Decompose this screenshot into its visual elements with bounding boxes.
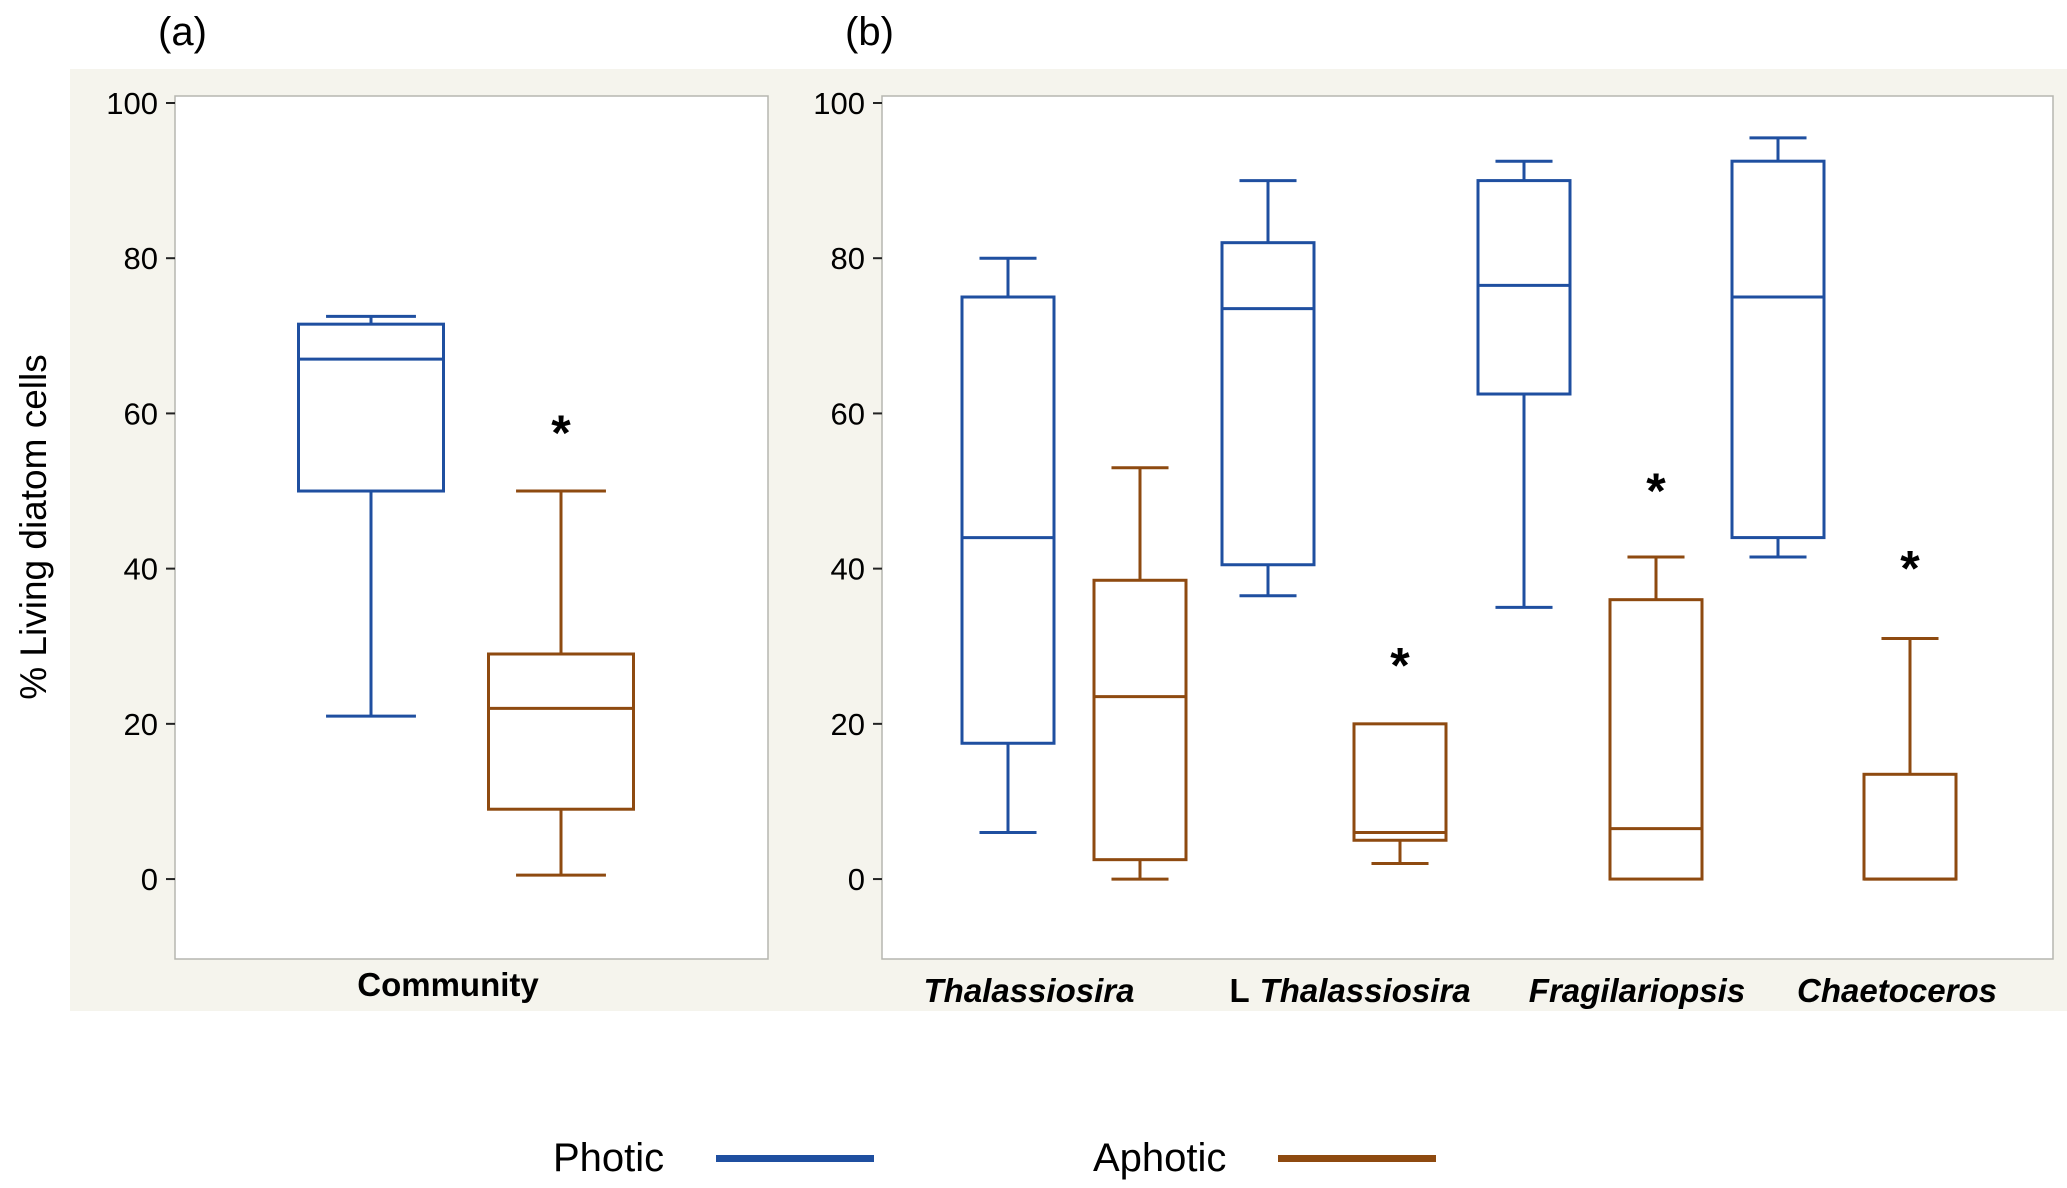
plot-frame xyxy=(174,95,769,960)
y-tick-label: 80 xyxy=(124,241,158,276)
box xyxy=(487,652,635,811)
box xyxy=(1092,578,1188,862)
legend-line-photic xyxy=(716,1154,875,1162)
category-label: Community xyxy=(357,966,539,1003)
boxplot-panel-a: 0 20 40 60 80 100 Community * xyxy=(106,86,769,1003)
box xyxy=(1730,159,1826,540)
panel-a-label: (a) xyxy=(158,10,207,54)
legend-label-photic: Photic xyxy=(553,1135,665,1180)
y-tick-label: 40 xyxy=(831,552,865,587)
legend-item-photic: Photic xyxy=(553,1128,875,1188)
significance-star: * xyxy=(551,405,571,461)
legend-item-aphotic: Aphotic xyxy=(1093,1128,1437,1188)
plot-frame xyxy=(881,95,2054,960)
significance-star: * xyxy=(1900,541,1920,597)
category-label: Thalassiosira xyxy=(924,972,1135,1009)
y-tick-label: 40 xyxy=(124,552,158,587)
y-axis-label: % Living diatom cells xyxy=(13,354,54,700)
box xyxy=(1352,722,1448,842)
legend-label-aphotic: Aphotic xyxy=(1093,1135,1227,1180)
y-tick-label: 0 xyxy=(848,862,865,897)
significance-star: * xyxy=(1646,463,1666,519)
panel-b-label: (b) xyxy=(845,10,894,54)
y-tick-label: 60 xyxy=(124,396,158,431)
box xyxy=(1476,179,1572,396)
box xyxy=(1220,241,1316,567)
box xyxy=(297,322,445,493)
legend-line-aphotic xyxy=(1278,1154,1437,1162)
box xyxy=(960,295,1056,745)
box xyxy=(1862,772,1958,881)
box xyxy=(1608,598,1704,881)
y-tick-label: 0 xyxy=(141,862,158,897)
y-tick-label: 100 xyxy=(106,86,158,121)
y-tick-label: 100 xyxy=(813,86,865,121)
y-tick-label: 80 xyxy=(831,241,865,276)
y-tick-label: 60 xyxy=(831,396,865,431)
legend: Photic Aphotic xyxy=(0,1128,2067,1188)
y-tick-label: 20 xyxy=(831,707,865,742)
y-tick-label: 20 xyxy=(124,707,158,742)
boxplot-panel-b: 0 20 40 60 80 100 Thalassiosira L Thalassiosira F… xyxy=(813,86,2054,1009)
category-label: L Thalassiosira xyxy=(1229,972,1470,1009)
category-label: Fragilariopsis xyxy=(1529,972,1745,1009)
significance-star: * xyxy=(1390,638,1410,694)
category-label: Chaetoceros xyxy=(1797,972,1997,1009)
